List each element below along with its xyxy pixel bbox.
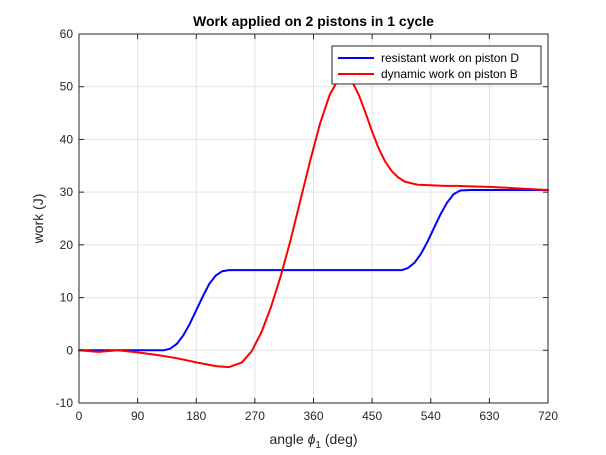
x-tick-label: 90 [131,409,145,423]
x-tick-label: 0 [76,409,83,423]
x-axis-label-subscript: 1 [315,440,321,451]
y-tick-label: 60 [60,27,74,41]
x-axis-label: angle ϕ1 (deg) [269,431,357,451]
y-tick-label: 30 [60,185,74,199]
y-tick-label: -10 [56,396,74,410]
x-tick-label: 630 [479,409,499,423]
y-tick-label: 20 [60,238,74,252]
y-tick-label: 0 [66,343,73,357]
y-axis-label: work (J) [30,194,46,245]
x-tick-label: 540 [421,409,441,423]
legend-label-dynamic-work: dynamic work on piston B [381,67,518,81]
chart-title: Work applied on 2 pistons in 1 cycle [193,13,434,29]
y-tick-label: 40 [60,132,74,146]
legend-label-resistant-work: resistant work on piston D [381,51,519,65]
x-tick-label: 180 [186,409,206,423]
y-tick-label: 10 [60,291,74,305]
x-tick-label: 450 [362,409,382,423]
legend-box [331,45,542,85]
legend: resistant work on piston D dynamic work … [331,45,542,85]
x-axis-label-symbol: ϕ [308,431,316,447]
x-axis-label-suffix: (deg) [321,431,358,447]
x-tick-label: 720 [538,409,558,423]
x-tick-label: 270 [245,409,265,423]
x-tick-label: 360 [303,409,323,423]
series-line-resistant-work [78,189,549,352]
x-axis-label-prefix: angle [269,431,307,447]
y-tick-label: 50 [60,80,74,94]
